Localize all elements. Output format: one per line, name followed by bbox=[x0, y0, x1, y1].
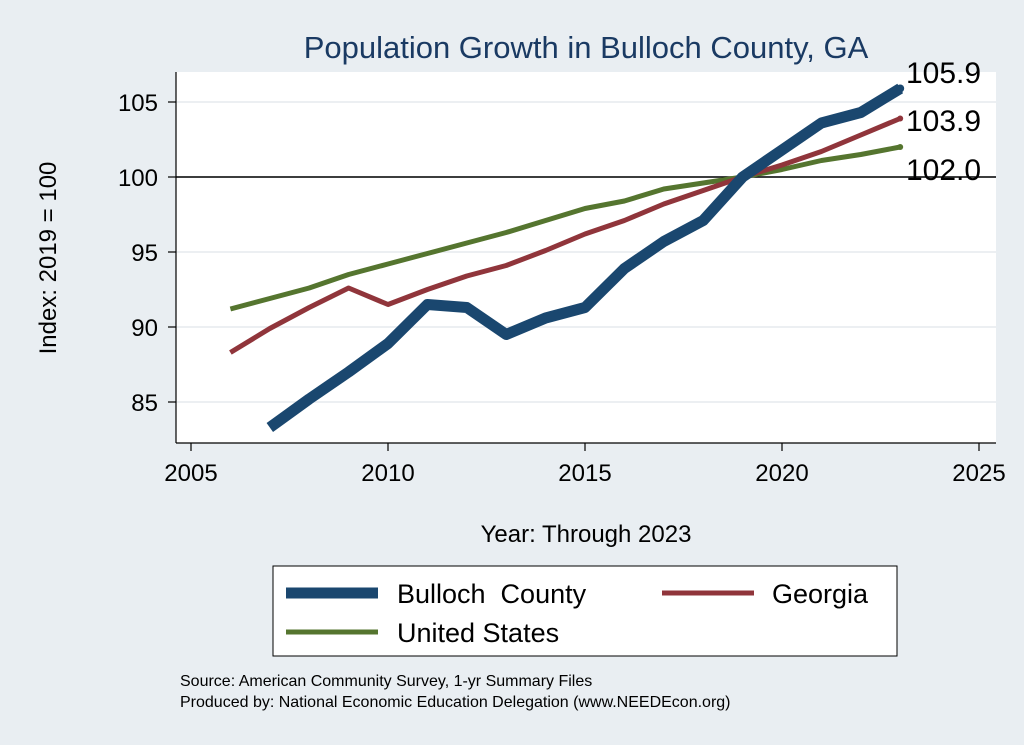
y-tick-label-85: 85 bbox=[131, 390, 158, 417]
end-label-united-states: 102.0 bbox=[906, 154, 981, 187]
x-tick-label-2015: 2015 bbox=[558, 460, 611, 487]
series-end-point-united-states bbox=[897, 144, 904, 150]
axes bbox=[175, 72, 996, 444]
y-tick-label-95: 95 bbox=[131, 240, 158, 267]
x-tick-label-2005: 2005 bbox=[164, 460, 217, 487]
series-end-point-bulloch-county bbox=[896, 84, 905, 93]
end-label-bulloch-county: 105.9 bbox=[906, 57, 981, 90]
y-axis-title: Index: 2019 = 100 bbox=[35, 162, 62, 355]
x-tick-label-2025: 2025 bbox=[952, 460, 1005, 487]
series-line-bulloch-county bbox=[266, 83, 904, 432]
legend: Bulloch County Georgia United States bbox=[272, 565, 898, 657]
x-tick-label-2020: 2020 bbox=[755, 460, 808, 487]
source-note: Source: American Community Survey, 1-yr … bbox=[180, 673, 592, 690]
legend-label-united-states: United States bbox=[397, 618, 559, 648]
x-tick-label-2010: 2010 bbox=[361, 460, 414, 487]
series-line-georgia bbox=[229, 116, 902, 355]
legend-label-georgia: Georgia bbox=[772, 579, 869, 609]
legend-box bbox=[272, 565, 898, 657]
end-labels: 105.9 103.9 102.0 bbox=[906, 57, 981, 187]
y-tick-label-105: 105 bbox=[118, 90, 158, 117]
y-ticks: 85 90 95 100 105 bbox=[118, 90, 176, 417]
x-ticks: 2005 2010 2015 2020 2025 bbox=[164, 443, 1006, 487]
x-axis-title: Year: Through 2023 bbox=[481, 521, 692, 548]
y-tick-label-90: 90 bbox=[131, 315, 158, 342]
y-tick-label-100: 100 bbox=[118, 165, 158, 192]
chart-title: Population Growth in Bulloch County, GA bbox=[304, 30, 869, 65]
end-label-georgia: 103.9 bbox=[906, 105, 981, 138]
legend-label-bulloch: Bulloch County bbox=[397, 579, 587, 609]
produced-by-note: Produced by: National Economic Education… bbox=[180, 694, 731, 711]
series-line-united-states bbox=[229, 144, 901, 312]
series-end-point-georgia bbox=[897, 115, 904, 122]
series-lines bbox=[229, 83, 905, 432]
